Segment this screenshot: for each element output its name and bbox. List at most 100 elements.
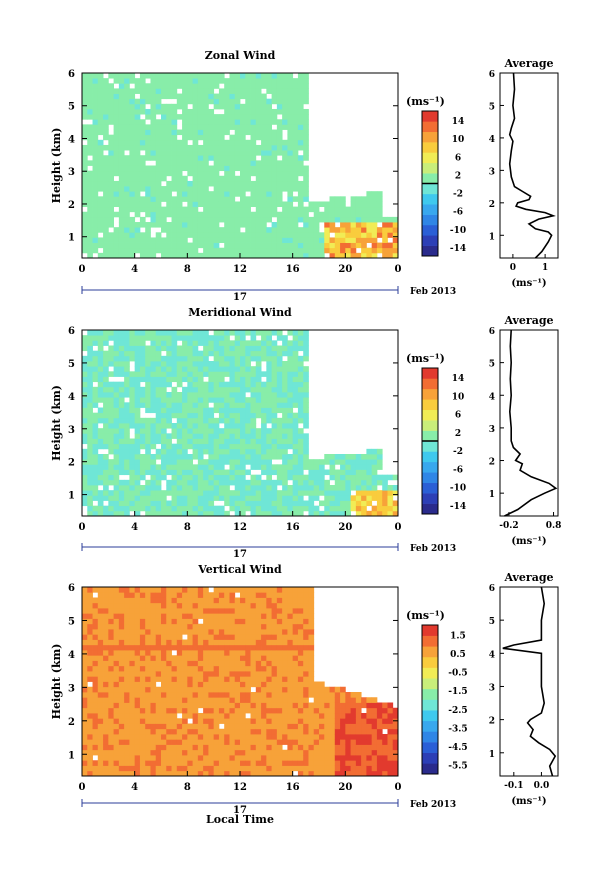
heatmap-cell <box>224 749 230 756</box>
heatmap-cell <box>297 232 304 238</box>
heatmap-cell <box>103 644 109 651</box>
heatmap-cell <box>108 697 114 703</box>
heatmap-cell <box>113 713 120 719</box>
heatmap-cell <box>329 459 336 465</box>
heatmap-cell <box>218 216 225 223</box>
heatmap-cell <box>139 376 146 383</box>
heatmap-cell <box>161 186 167 192</box>
heatmap-cell <box>213 438 220 445</box>
heatmap-cell <box>266 592 272 598</box>
heatmap-cell <box>92 587 99 593</box>
heatmap-cell <box>187 155 193 161</box>
heatmap-cell <box>171 103 178 110</box>
heatmap-cell <box>197 464 204 470</box>
heatmap-cell <box>287 597 294 604</box>
heatmap-cell <box>134 676 141 682</box>
heatmap-cell <box>266 191 272 197</box>
heatmap-cell <box>240 134 246 141</box>
heatmap-cell <box>176 602 183 609</box>
heatmap-cell <box>224 459 230 465</box>
heatmap-cell <box>82 655 88 661</box>
heatmap-cell <box>350 454 357 460</box>
heatmap-cell <box>161 697 167 703</box>
heatmap-cell <box>276 402 283 408</box>
heatmap-cell <box>82 129 88 136</box>
heatmap-cell <box>129 707 136 714</box>
heatmap-cell <box>271 201 278 208</box>
heatmap-cell <box>292 474 299 481</box>
heatmap-cell <box>282 371 288 377</box>
heatmap-cell <box>108 671 114 677</box>
heatmap-cell <box>103 83 109 89</box>
heatmap-cell <box>287 500 294 507</box>
heatmap-cell <box>287 155 294 161</box>
heatmap-cell <box>355 454 362 460</box>
heatmap-cell <box>161 216 167 223</box>
heatmap-cell <box>97 216 104 223</box>
heatmap-cell <box>229 755 236 761</box>
heatmap-cell <box>113 150 120 156</box>
heatmap-cell <box>224 469 230 476</box>
heatmap-cell <box>271 412 278 419</box>
heatmap-cell <box>366 211 373 218</box>
heatmap-cell <box>382 505 388 512</box>
heatmap-cell <box>108 242 114 249</box>
heatmap-cell <box>103 676 109 682</box>
heatmap-cell <box>240 355 246 362</box>
heatmap-cell <box>392 247 399 254</box>
heatmap-cell <box>261 165 267 172</box>
heatmap-cell <box>171 407 178 414</box>
heatmap-cell <box>261 660 267 667</box>
heatmap-cell <box>287 134 294 141</box>
heatmap-cell <box>87 650 93 656</box>
heatmap-cell <box>92 78 99 84</box>
colorbar-segment <box>422 493 438 504</box>
heatmap-cell <box>171 165 178 172</box>
heatmap-cell <box>203 175 209 182</box>
heatmap-cell <box>250 237 257 243</box>
heatmap-cell <box>113 587 120 593</box>
heatmap-cell <box>234 602 241 609</box>
heatmap-cell <box>145 464 151 470</box>
heatmap-cell <box>255 124 262 130</box>
heatmap-cell <box>292 707 299 714</box>
heatmap-cell <box>103 216 109 223</box>
heatmap-cell <box>171 232 178 238</box>
heatmap-cell <box>87 103 93 110</box>
heatmap-cell <box>203 335 209 341</box>
heatmap-cell <box>276 623 283 630</box>
heatmap-cell <box>292 206 299 213</box>
heatmap-cell <box>208 629 215 635</box>
x-tick-label: 12 <box>233 522 247 533</box>
heatmap-cell <box>271 155 278 161</box>
heatmap-cell <box>176 73 183 79</box>
heatmap-cell <box>234 371 241 377</box>
heatmap-cell <box>213 469 220 476</box>
heatmap-cell <box>139 330 146 336</box>
heatmap-cell <box>103 739 109 745</box>
heatmap-cell <box>303 376 309 383</box>
heatmap-cell <box>97 454 104 460</box>
heatmap-cell <box>276 765 283 772</box>
heatmap-cell <box>345 490 351 496</box>
heatmap-cell <box>113 330 120 336</box>
heatmap-cell <box>197 227 204 233</box>
heatmap-cell <box>371 211 378 218</box>
heatmap-cell <box>287 139 294 146</box>
heatmap-cell <box>187 660 193 667</box>
heatmap-cell <box>261 760 267 766</box>
heatmap-cell <box>171 335 178 341</box>
heatmap-cell <box>118 139 125 146</box>
heatmap-cell <box>250 160 257 166</box>
heatmap-cell <box>366 510 373 517</box>
heatmap-cell <box>282 639 288 646</box>
heatmap-cell <box>376 201 383 208</box>
heatmap-cell <box>287 196 294 202</box>
heatmap-cell <box>313 692 320 698</box>
heatmap-cell <box>92 139 99 146</box>
heatmap-cell <box>245 749 251 756</box>
heatmap-cell <box>161 723 167 730</box>
heatmap-cell <box>103 196 109 202</box>
heatmap-cell <box>171 345 178 352</box>
heatmap-cell <box>234 707 241 714</box>
